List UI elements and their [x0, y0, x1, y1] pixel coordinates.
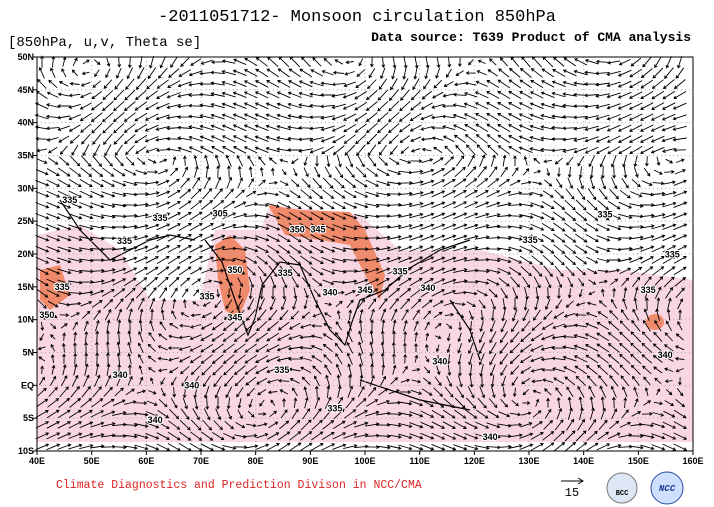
contour-label: 335: [55, 282, 70, 292]
contour-label: 345: [227, 313, 242, 323]
axes: 40E 50E 60E 70E 80E 90E 100E 110E 120E 130E 140E 15…: [17, 52, 703, 466]
logo-bcc-text: BCC: [616, 490, 629, 498]
contour-label: 305: [213, 208, 228, 218]
y-tick-label: 15N: [17, 282, 34, 292]
y-tick-label: 50N: [17, 52, 34, 62]
contour-label: 335: [199, 292, 214, 302]
x-tick-label: 40E: [29, 456, 45, 466]
y-tick-label: 45N: [17, 85, 34, 95]
reference-value: 15: [565, 486, 579, 500]
x-tick-label: 150E: [628, 456, 649, 466]
data-source: Data source: T639 Product of CMA analysi…: [371, 30, 691, 45]
contour-label: 340: [432, 357, 447, 367]
contour-label: 335: [665, 250, 680, 260]
y-tick-label: 10S: [18, 446, 34, 456]
contour-label: 335: [327, 403, 342, 413]
x-tick-label: 60E: [138, 456, 154, 466]
theta-350-arabia: [40, 265, 70, 310]
contour-label: 340: [483, 432, 498, 442]
x-tick-label: 100E: [354, 456, 375, 466]
y-tick-label: 40N: [17, 118, 34, 128]
contour-label: 345: [357, 285, 372, 295]
x-tick-label: 70E: [193, 456, 209, 466]
theta-350-india: [215, 235, 250, 320]
wind-vectors: [34, 55, 688, 452]
contour-label: 335: [597, 210, 612, 220]
x-tick-label: 80E: [248, 456, 264, 466]
contour-label: 335: [392, 267, 407, 277]
contour-label: 340: [184, 380, 199, 390]
contour-label: 345: [310, 225, 325, 235]
logo-ncc-text: NCC: [659, 484, 676, 494]
y-tick-label: 25N: [17, 216, 34, 226]
logo-bcc: [606, 472, 638, 504]
reference-arrow: [561, 477, 584, 485]
contour-label: 335: [641, 285, 656, 295]
contour-label: 340: [148, 415, 163, 425]
contour-label: 335: [152, 213, 167, 223]
contour-label: 335: [523, 235, 538, 245]
contour-label: 335: [117, 236, 132, 246]
contour-label: 340: [658, 350, 673, 360]
subtitle: [850hPa, u,v, Theta se]: [8, 35, 201, 51]
contour-label: 350: [290, 225, 305, 235]
contour-label: 340: [113, 370, 128, 380]
x-tick-label: 130E: [518, 456, 539, 466]
y-tick-label: EQ: [21, 380, 34, 390]
y-tick-label: 5N: [22, 348, 34, 358]
footer: Climate Diagnostics and Prediction Divis…: [56, 479, 422, 492]
contour-label: 335: [278, 268, 293, 278]
x-tick-label: 140E: [573, 456, 594, 466]
theta-340-region: [37, 205, 693, 442]
contour-label: 340: [322, 288, 337, 298]
contour-label: 335: [62, 195, 77, 205]
y-tick-label: 35N: [17, 151, 34, 161]
y-tick-label: 10N: [17, 315, 34, 325]
logo-ncc: [650, 471, 684, 505]
x-tick-label: 50E: [84, 456, 100, 466]
contour-label: 350: [227, 265, 242, 275]
contour-label: 350: [39, 310, 54, 320]
x-tick-label: 90E: [302, 456, 318, 466]
x-tick-label: 160E: [682, 456, 703, 466]
contour-label: 335: [274, 365, 289, 375]
y-tick-label: 20N: [17, 249, 34, 259]
y-tick-label: 30N: [17, 183, 34, 193]
x-tick-label: 110E: [409, 456, 430, 466]
coastline: [59, 199, 481, 411]
contour-labels: 335 350 335 335 335 305 350 335 345 350 345 335 340 3…: [38, 194, 680, 443]
x-tick-label: 120E: [464, 456, 485, 466]
y-tick-label: 5S: [23, 413, 34, 423]
contour-label: 340: [420, 283, 435, 293]
title: -2011051712- Monsoon circulation 850hPa: [158, 8, 556, 27]
